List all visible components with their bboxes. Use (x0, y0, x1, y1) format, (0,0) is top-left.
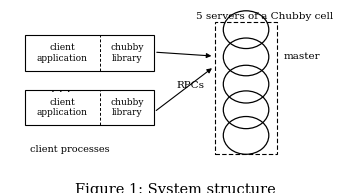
Text: chubby
library: chubby library (110, 98, 144, 117)
Text: client
application: client application (36, 43, 88, 63)
Text: client
application: client application (36, 98, 88, 117)
Bar (25, 35, 154, 70)
Bar (215, 22, 276, 154)
Text: chubby
library: chubby library (110, 43, 144, 63)
Text: master: master (284, 52, 320, 61)
Bar (25, 90, 154, 125)
Text: . . .: . . . (51, 82, 71, 95)
Text: client processes: client processes (30, 145, 110, 153)
Text: Figure 1: System structure: Figure 1: System structure (75, 183, 275, 193)
Text: 5 servers of a Chubby cell: 5 servers of a Chubby cell (196, 12, 333, 21)
Text: RPCs: RPCs (177, 81, 205, 90)
